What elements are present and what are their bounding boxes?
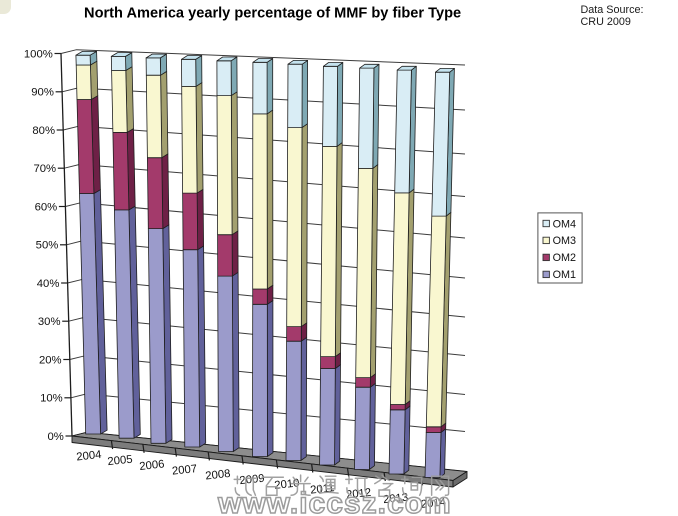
svg-text:OM3: OM3 xyxy=(553,235,576,247)
svg-text:2014: 2014 xyxy=(420,496,446,511)
svg-text:100%: 100% xyxy=(24,48,53,60)
svg-text:Data Source:: Data Source: xyxy=(581,4,644,16)
svg-text:0%: 0% xyxy=(47,431,63,443)
svg-text:50%: 50% xyxy=(36,240,59,252)
svg-text:2005: 2005 xyxy=(107,454,133,469)
svg-text:70%: 70% xyxy=(33,163,56,175)
svg-text:OM2: OM2 xyxy=(553,252,576,264)
svg-text:North America yearly percentag: North America yearly percentage of MMF b… xyxy=(84,5,461,21)
svg-text:90%: 90% xyxy=(31,87,54,99)
svg-text:10%: 10% xyxy=(40,393,63,405)
svg-text:2008: 2008 xyxy=(205,468,231,483)
svg-text:2007: 2007 xyxy=(171,463,197,478)
svg-text:80%: 80% xyxy=(32,125,55,137)
svg-text:2006: 2006 xyxy=(139,458,165,473)
svg-text:30%: 30% xyxy=(38,316,61,328)
svg-text:OM4: OM4 xyxy=(553,218,576,230)
svg-text:20%: 20% xyxy=(39,354,62,366)
svg-text:2010: 2010 xyxy=(274,477,300,492)
svg-text:OM1: OM1 xyxy=(553,269,576,281)
svg-text:40%: 40% xyxy=(37,278,60,290)
svg-text:CRU 2009: CRU 2009 xyxy=(581,16,631,28)
svg-text:2004: 2004 xyxy=(76,449,102,464)
svg-text:60%: 60% xyxy=(35,201,58,213)
